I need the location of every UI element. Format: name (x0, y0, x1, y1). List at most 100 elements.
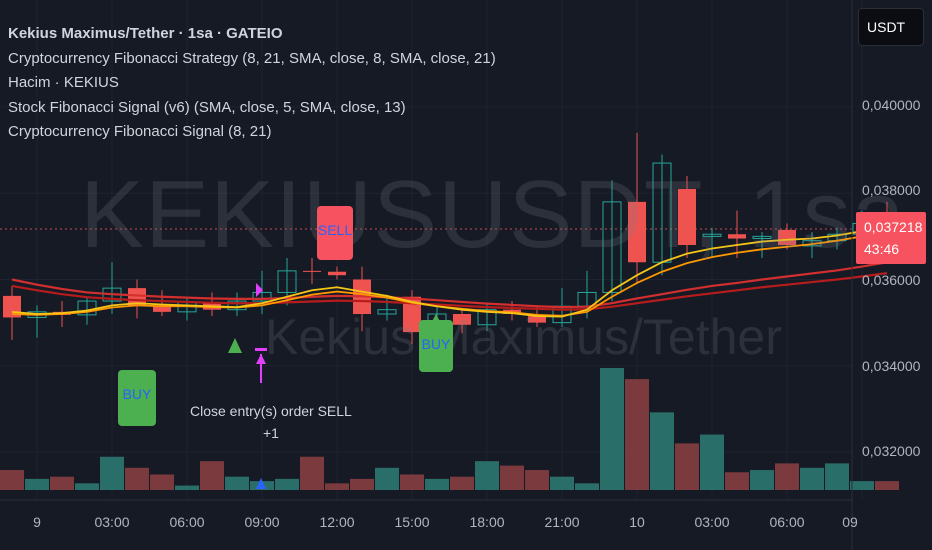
volume-bar (475, 461, 499, 490)
volume-bar (700, 434, 724, 490)
legend-crypto-signal[interactable]: Cryptocurrency Fibonacci Signal (8, 21) (8, 123, 272, 140)
close-order-note: Close entry(s) order SELL +1 (190, 403, 352, 441)
candle-body (602, 201, 622, 293)
volume-bar (750, 470, 774, 490)
candle-body (728, 234, 746, 239)
volume-bar (275, 478, 299, 490)
currency-button[interactable]: USDT (858, 8, 924, 46)
time-tick: 9 (33, 514, 41, 530)
price-tick: 0,040000 (862, 97, 921, 113)
sell-tag-label: SELL (317, 222, 353, 238)
bar-countdown: 43:46 (864, 241, 900, 257)
volume-bar (500, 465, 524, 490)
small-blue-arrow-icon (256, 478, 266, 489)
volume-bar (800, 467, 824, 490)
time-tick: 09 (842, 514, 858, 530)
last-price-value: 0,037218 (864, 219, 923, 235)
volume-bar (775, 463, 799, 490)
volume-bar (100, 456, 124, 490)
volume-bar (725, 472, 749, 490)
ma-slow-line (11, 261, 888, 309)
volume-bar (525, 470, 549, 490)
time-tick: 03:00 (94, 514, 130, 530)
ma-fast-line (11, 227, 888, 318)
legend: Kekius Maximus/Tether · 1sa · GATEIO Cry… (8, 22, 496, 145)
candle-body (702, 233, 722, 237)
candle-body (778, 229, 796, 245)
time-tick: 06:00 (769, 514, 805, 530)
volume-bar (600, 368, 624, 490)
price-tick: 0,032000 (862, 443, 921, 459)
volume-bar (625, 379, 649, 490)
volume-bars (0, 368, 899, 490)
legend-volume[interactable]: Hacim · KEKIUS (8, 74, 119, 91)
volume-bar (25, 478, 49, 490)
time-tick: 09:00 (244, 514, 280, 530)
close-order-text: Close entry(s) order SELL (190, 403, 352, 419)
volume-bar (425, 478, 449, 490)
time-tick: 03:00 (694, 514, 730, 530)
candle-body (628, 201, 646, 263)
volume-bar (150, 474, 174, 490)
volume-bar (125, 467, 149, 490)
candle-body (752, 235, 772, 240)
volume-bar (825, 463, 849, 490)
candle-body (477, 309, 497, 326)
volume-bar (450, 476, 474, 490)
last-price-badge: 0,037218 43:46 (856, 212, 926, 264)
moving-averages (11, 227, 888, 318)
buy-tag-1-label: BUY (122, 386, 152, 402)
legend-stock-signal[interactable]: Stock Fibonacci Signal (v6) (SMA, close,… (8, 98, 406, 116)
close-marker-icon (255, 348, 267, 351)
close-order-count: +1 (262, 425, 279, 441)
candle-body (678, 188, 696, 245)
candle-body (403, 296, 421, 333)
time-tick: 10 (629, 514, 645, 530)
time-tick: 15:00 (394, 514, 430, 530)
volume-bar (575, 483, 599, 490)
ma-slow-2-line (11, 271, 888, 311)
time-tick: 21:00 (544, 514, 580, 530)
candle-body (252, 291, 272, 302)
buy-tag-2: BUY (419, 320, 453, 372)
volume-bar (375, 467, 399, 490)
candle-body (328, 271, 346, 276)
price-tick: 0,038000 (862, 182, 921, 198)
time-tick: 18:00 (469, 514, 505, 530)
time-tick: 06:00 (169, 514, 205, 530)
volume-bar (650, 412, 674, 490)
sell-tag: SELL (317, 206, 353, 260)
candle-body (528, 316, 546, 323)
candle-body (277, 270, 297, 293)
volume-bar (175, 485, 199, 490)
legend-strategy[interactable]: Cryptocurrency Fibonacci Strategy (8, 21… (8, 49, 496, 67)
symbol-watermark: KEKIUSUSDT, 1sa (80, 161, 906, 268)
volume-bar (675, 443, 699, 490)
name-watermark: Kekius Maximus/Tether (265, 309, 782, 365)
price-tick: 0,036000 (862, 272, 921, 288)
volume-bar (75, 483, 99, 490)
candle-body (303, 270, 321, 272)
sell-flag-icon (256, 283, 263, 297)
candle-body (377, 309, 397, 315)
legend-title[interactable]: Kekius Maximus/Tether · 1sa · GATEIO (8, 25, 283, 42)
volume-bar (400, 474, 424, 490)
volume-bar (550, 476, 574, 490)
buy-tag-1: BUY (118, 370, 156, 426)
arrow-head-icon (256, 354, 266, 364)
candle-body (153, 305, 171, 312)
candle-body (453, 314, 471, 325)
buy-tag-2-label: BUY (421, 336, 451, 352)
volume-bar (875, 481, 899, 490)
volume-bar (350, 478, 374, 490)
volume-bar (50, 476, 74, 490)
price-axis[interactable]: 0,040000 0,038000 0,036000 0,034000 0,03… (852, 0, 932, 500)
time-tick: 12:00 (319, 514, 355, 530)
volume-bar (300, 456, 324, 490)
volume-bar (0, 470, 24, 490)
price-tick: 0,034000 (862, 358, 921, 374)
volume-bar (325, 483, 349, 490)
volume-bar (200, 461, 224, 490)
